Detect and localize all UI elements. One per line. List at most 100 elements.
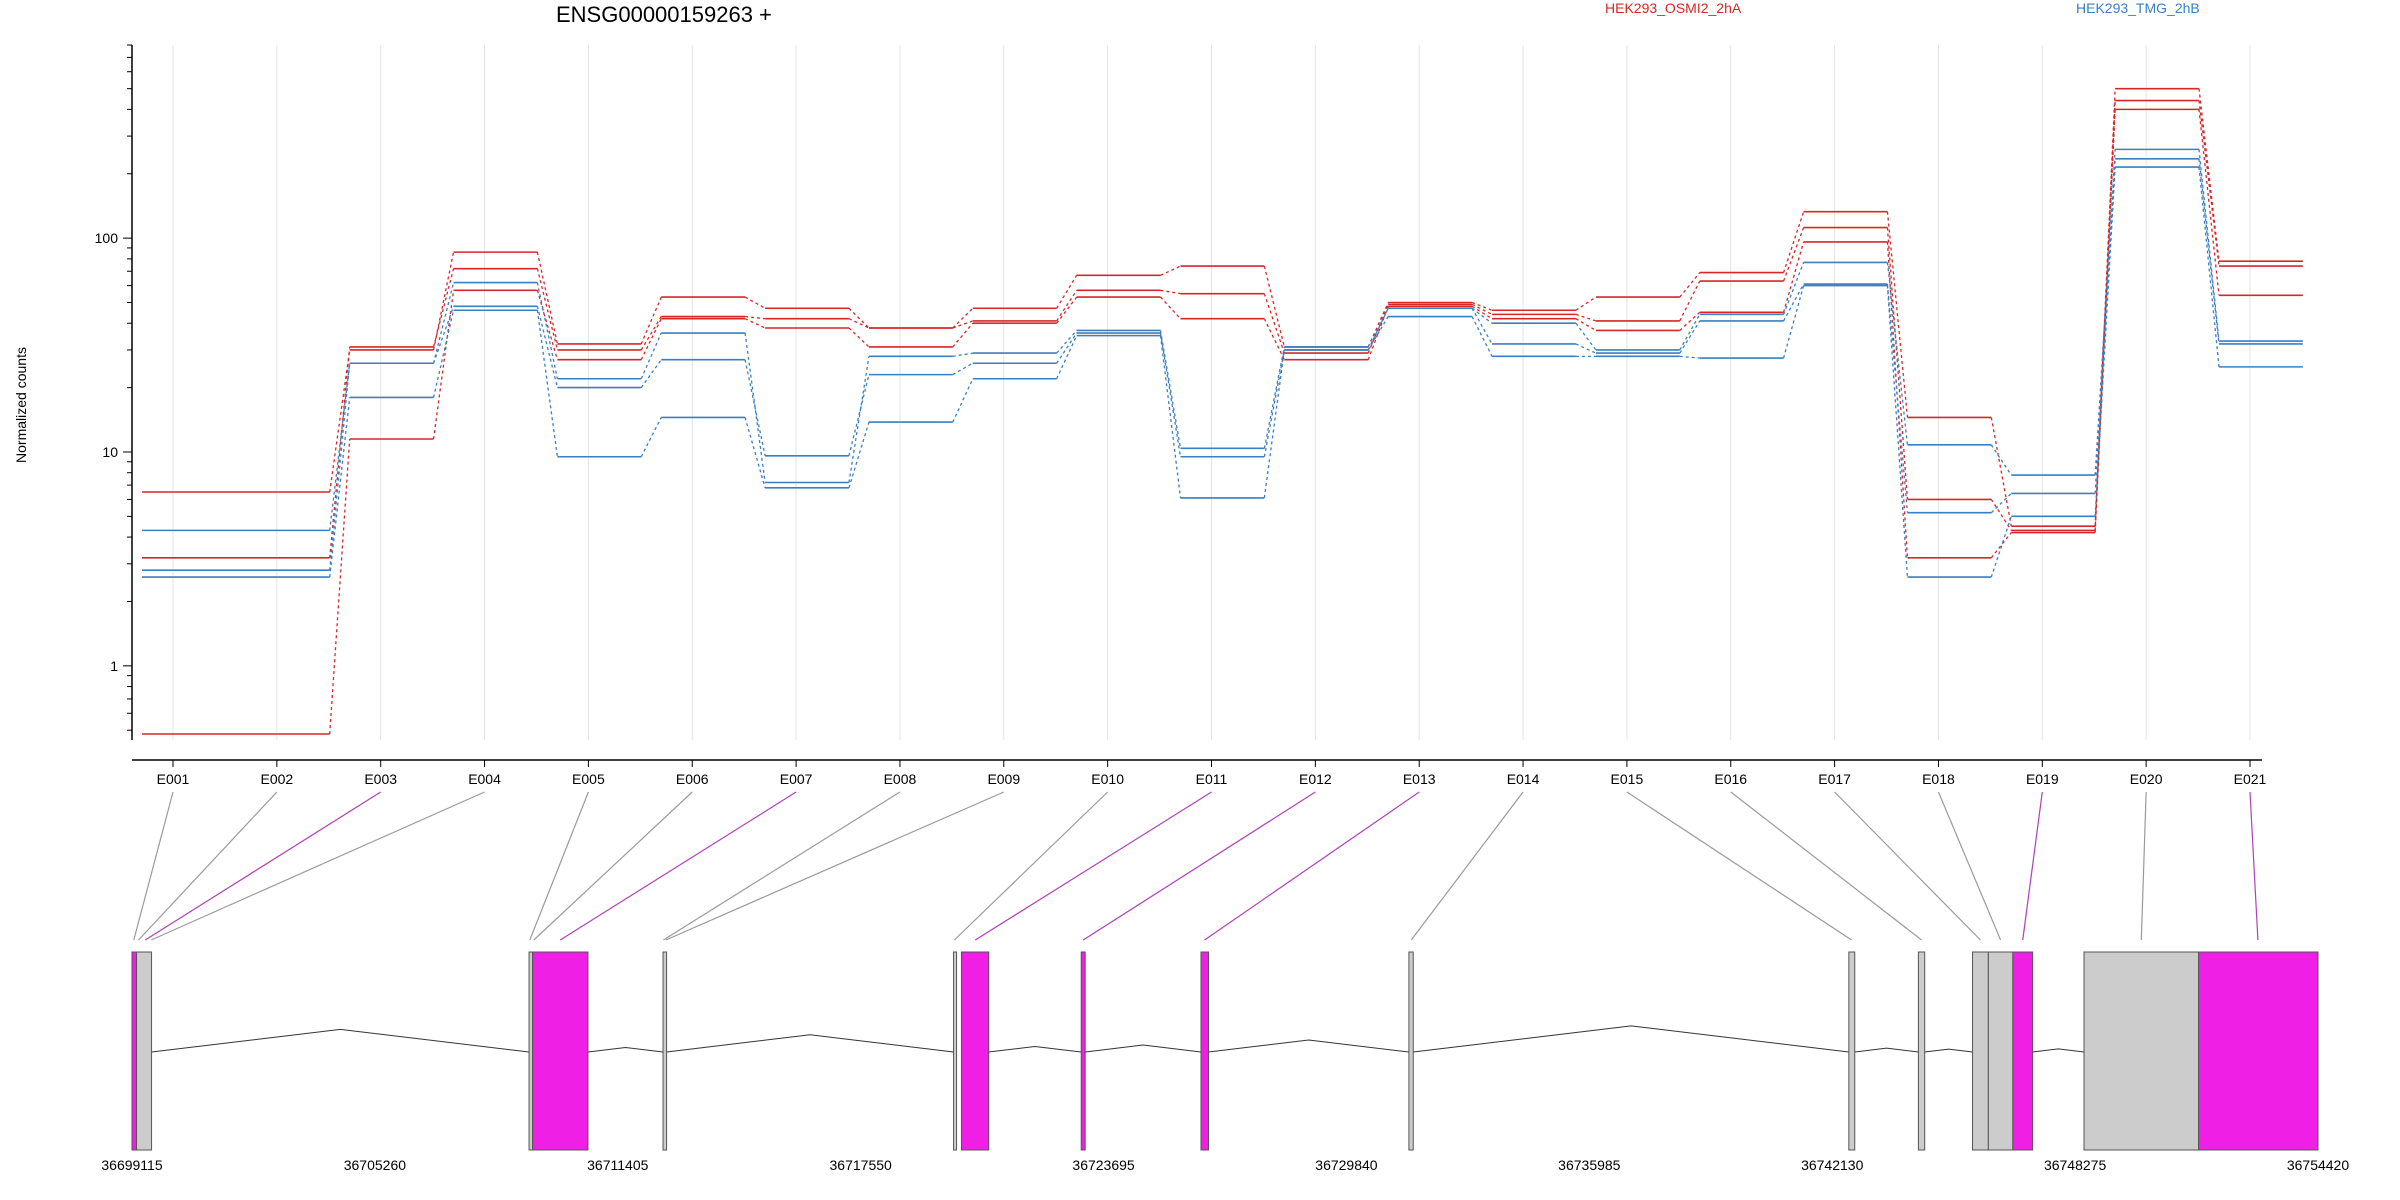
- series-line: [142, 87, 2303, 527]
- coordinate-tick-label: 36711405: [587, 1157, 648, 1173]
- y-tick-label: 1: [110, 658, 118, 674]
- series-connector: [329, 397, 351, 578]
- series-connector: [1160, 296, 1181, 320]
- series-connector: [536, 282, 559, 379]
- series-connector: [1782, 241, 1805, 313]
- series-connector: [640, 318, 662, 361]
- x-tick-label-e003: E003: [364, 771, 397, 787]
- series-connector: [2198, 100, 2220, 267]
- series-connector: [1367, 307, 1389, 351]
- series-connector: [1575, 318, 1597, 332]
- series-connector: [1471, 316, 1493, 357]
- intron-line: [1413, 1025, 1849, 1053]
- series-connector: [1990, 492, 2012, 514]
- series-connector: [1471, 305, 1493, 320]
- x-tick-label-e001: E001: [157, 771, 190, 787]
- chart-title: ENSG00000159263 +: [556, 2, 772, 27]
- series-connector: [1471, 307, 1493, 345]
- bin-link-e021: [2249, 791, 2259, 941]
- series-connector: [1679, 311, 1701, 331]
- intron-line: [587, 1046, 664, 1053]
- series-connector: [1263, 293, 1285, 354]
- bin-link-e019: [2022, 791, 2043, 941]
- series-connector: [1783, 283, 1805, 322]
- series-connector: [1263, 349, 1285, 498]
- x-tick-label-e011: E011: [1196, 771, 1228, 787]
- series-connector: [1471, 301, 1493, 311]
- series-connector: [1990, 417, 2012, 527]
- series-connector: [2094, 166, 2116, 517]
- series-connector: [2094, 158, 2116, 494]
- series-connector: [329, 363, 351, 571]
- series-layer: [142, 87, 2303, 735]
- x-tick-label-e007: E007: [780, 771, 813, 787]
- series-connector: [848, 374, 870, 456]
- bin-link-e017: [1834, 791, 1981, 941]
- series-line: [142, 108, 2303, 735]
- series-connector: [2198, 88, 2220, 262]
- series-connector: [1056, 296, 1078, 324]
- series-connector: [1160, 289, 1181, 295]
- grid-layer: [172, 45, 2251, 740]
- x-tick-label-e013: E013: [1403, 771, 1436, 787]
- legend-entry-osmi: HEK293_OSMI2_2hA: [1605, 0, 1742, 16]
- bin-link-e013: [1204, 791, 1420, 941]
- series-connector: [952, 362, 974, 376]
- exon: [2083, 951, 2200, 1151]
- bin-link-e014: [1410, 791, 1524, 941]
- y-tick-label: 10: [102, 444, 118, 460]
- y-axis-label: Normalized counts: [13, 347, 29, 463]
- series-connector: [1782, 211, 1805, 273]
- series-line: [142, 148, 2303, 532]
- series-connector: [1471, 307, 1493, 324]
- series-connector: [1160, 265, 1181, 276]
- series-connector: [536, 268, 559, 351]
- series-connector: [2198, 158, 2220, 345]
- series-connector: [536, 306, 559, 388]
- intron-line: [2032, 1048, 2085, 1053]
- series-connector: [1679, 280, 1701, 322]
- x-tick-label-e009: E009: [987, 771, 1020, 787]
- bin-link-e008: [663, 791, 901, 941]
- series-connector: [1990, 516, 2012, 578]
- series-connector: [1159, 335, 1182, 498]
- series-connector: [640, 417, 662, 458]
- series-connector: [952, 378, 974, 423]
- series-connector: [432, 306, 455, 364]
- series-connector: [744, 332, 766, 483]
- exon-significant: [1200, 951, 1209, 1151]
- x-tick-label-e002: E002: [260, 771, 293, 787]
- x-tick-label-e010: E010: [1091, 771, 1124, 787]
- series-connector: [432, 310, 455, 398]
- series-connector: [640, 332, 662, 380]
- intron-line: [1924, 1048, 1973, 1053]
- series-line: [142, 99, 2303, 559]
- exon: [1987, 951, 2014, 1151]
- series-connector: [1679, 314, 1701, 351]
- series-connector: [1056, 332, 1078, 364]
- coordinate-tick-label: 36699115: [101, 1157, 162, 1173]
- series-connector: [1575, 343, 1597, 354]
- bin-link-e010: [953, 791, 1109, 941]
- x-tick-label-e008: E008: [884, 771, 917, 787]
- y-tick-label: 100: [95, 230, 119, 246]
- series-connector: [1782, 285, 1805, 359]
- series-connector: [432, 290, 455, 440]
- series-connector: [1056, 335, 1078, 380]
- exon-significant: [1080, 951, 1086, 1151]
- exon-significant: [2012, 951, 2034, 1151]
- series-connector: [1886, 227, 1909, 500]
- exon: [528, 951, 534, 1151]
- bin-link-e002: [138, 791, 278, 941]
- exon: [953, 951, 958, 1151]
- bin-link-e011: [974, 791, 1212, 941]
- series-connector: [640, 316, 662, 351]
- exon-significant: [2198, 951, 2319, 1151]
- series-connector: [744, 296, 766, 309]
- x-tick-label-e005: E005: [572, 771, 605, 787]
- series-line: [142, 166, 2303, 578]
- series-connector: [640, 296, 662, 345]
- series-connector: [848, 421, 870, 488]
- series-connector: [745, 315, 766, 320]
- x-tick-label-e014: E014: [1507, 771, 1540, 787]
